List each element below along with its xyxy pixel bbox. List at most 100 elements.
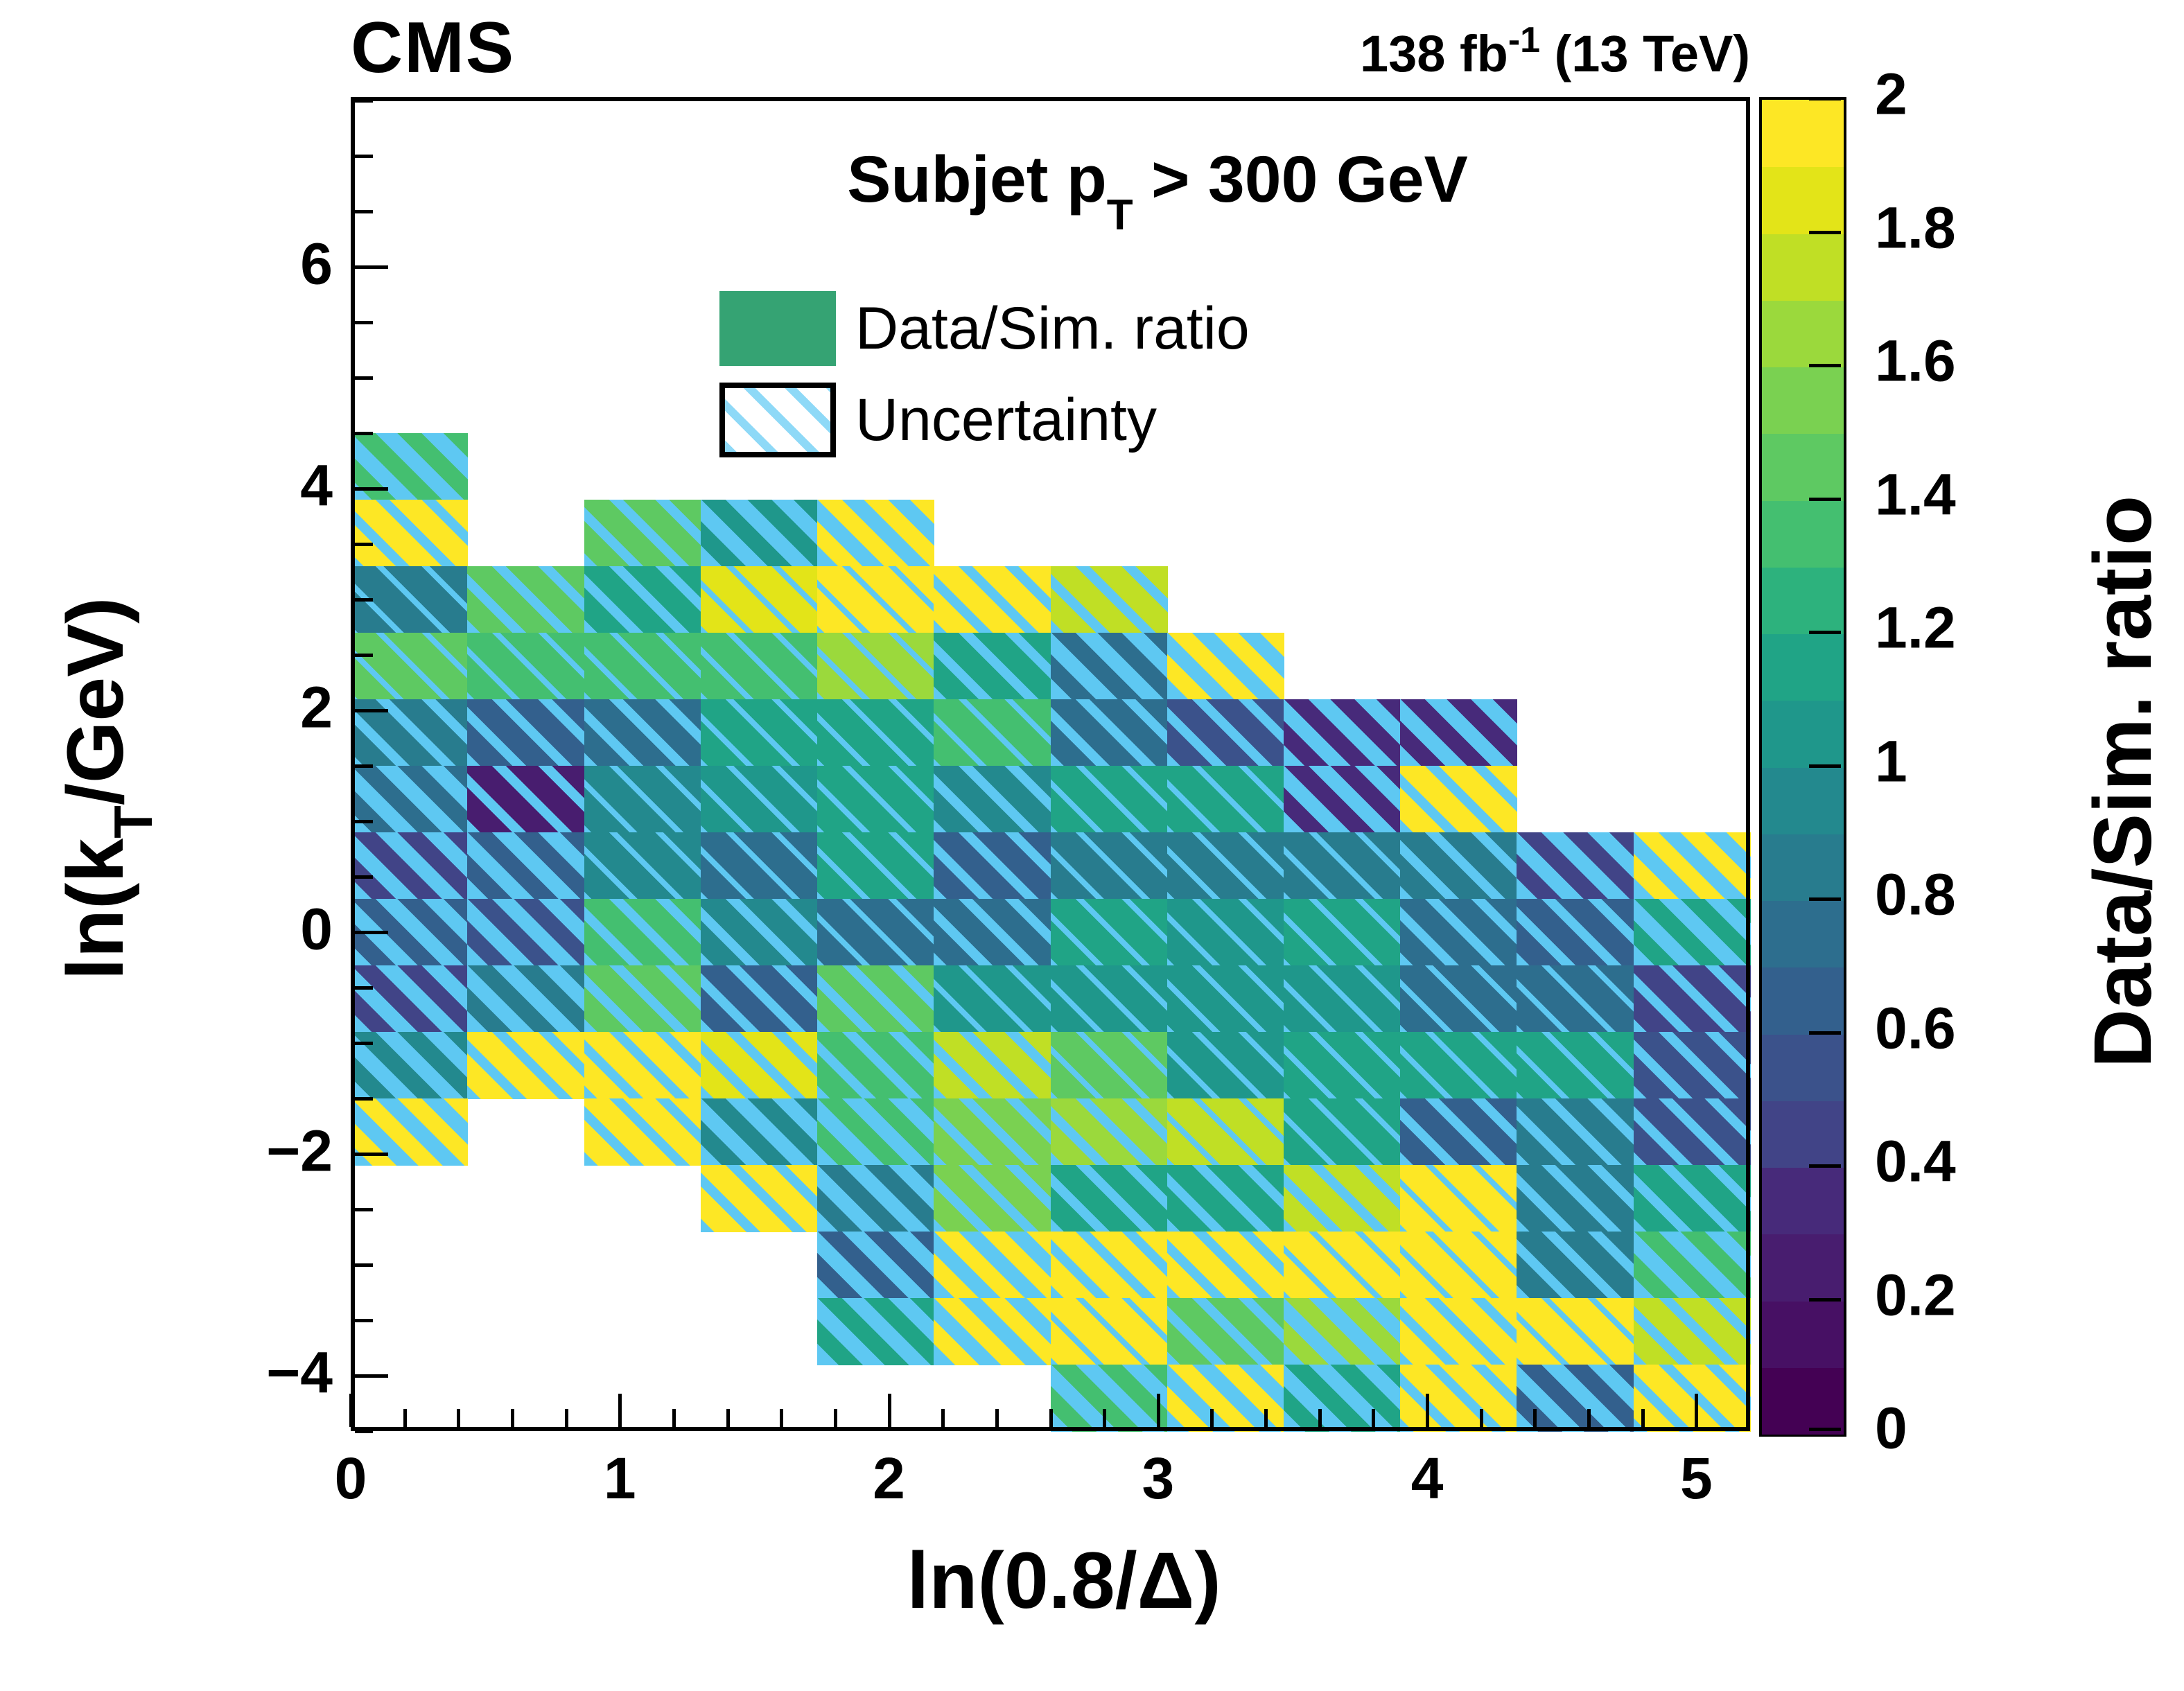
- legend-swatch-uncertainty: [719, 383, 836, 457]
- heatmap-cell: [1050, 1031, 1168, 1099]
- uncertainty-hatch: [467, 1031, 585, 1099]
- heatmap-cell: [1284, 965, 1401, 1033]
- colorbar-tick: [1809, 230, 1841, 234]
- colorbar-band: [1762, 299, 1844, 367]
- uncertainty-hatch: [700, 1031, 818, 1099]
- heatmap-cell: [1284, 1031, 1401, 1099]
- heatmap-cell: [1167, 1098, 1285, 1166]
- uncertainty-hatch: [1633, 1364, 1751, 1432]
- uncertainty-hatch: [816, 632, 935, 700]
- axis-tick: [1695, 1394, 1698, 1427]
- axis-tick: [355, 1319, 373, 1322]
- uncertainty-hatch: [700, 898, 818, 966]
- axis-tick: [1049, 1409, 1053, 1427]
- heatmap-cell: [1284, 898, 1401, 966]
- colorbar-tick: [1809, 364, 1841, 367]
- y-axis-title: ln(kT/GeV): [50, 373, 165, 1204]
- axis-tick: [888, 1394, 891, 1427]
- uncertainty-hatch: [1050, 832, 1168, 900]
- colorbar-tick-label: 2: [1875, 61, 1907, 127]
- heatmap-cell: [1633, 1164, 1751, 1232]
- heatmap-cell: [934, 1031, 1051, 1099]
- uncertainty-hatch: [700, 965, 818, 1033]
- plot-frame: [351, 97, 1750, 1431]
- y-tick-label: 2: [300, 674, 333, 740]
- heatmap-cell: [700, 965, 818, 1033]
- uncertainty-hatch: [934, 898, 1051, 966]
- uncertainty-hatch: [1400, 1297, 1518, 1365]
- heatmap-cell: [1400, 699, 1518, 766]
- cms-logo-label: CMS: [351, 8, 516, 88]
- axis-tick: [726, 1409, 730, 1427]
- heatmap-cell: [1633, 965, 1751, 1033]
- colorbar-band: [1762, 1167, 1844, 1235]
- uncertainty-hatch: [1517, 1164, 1634, 1232]
- heatmap-cell: [816, 1297, 935, 1365]
- uncertainty-hatch: [584, 566, 701, 633]
- heatmap-cell: [1167, 765, 1285, 833]
- heatmap-cell: [1633, 1364, 1751, 1432]
- colorbar-tick: [1809, 1297, 1841, 1302]
- uncertainty-hatch: [816, 1164, 935, 1232]
- heatmap-cell: [1284, 699, 1401, 766]
- heatmap-cell: [1050, 1231, 1168, 1299]
- uncertainty-hatch: [1633, 832, 1751, 900]
- heatmap-cell: [1400, 1098, 1518, 1166]
- uncertainty-hatch: [1167, 1164, 1285, 1232]
- axis-tick: [355, 1263, 373, 1267]
- uncertainty-hatch: [1050, 699, 1168, 766]
- axis-tick: [355, 487, 388, 491]
- uncertainty-hatch: [816, 699, 935, 766]
- heatmap-cell: [467, 898, 585, 966]
- uncertainty-hatch: [934, 1297, 1051, 1365]
- uncertainty-hatch: [816, 1031, 935, 1099]
- axis-tick: [355, 99, 373, 103]
- uncertainty-hatch: [934, 566, 1051, 633]
- uncertainty-hatch: [1050, 965, 1168, 1033]
- heatmap-cell: [467, 765, 585, 833]
- heatmap-cell: [934, 632, 1051, 700]
- uncertainty-hatch: [467, 566, 585, 633]
- heatmap-cell: [1050, 699, 1168, 766]
- heatmap-cell: [1400, 765, 1518, 833]
- axis-tick: [457, 1409, 460, 1427]
- colorbar-tick: [1809, 631, 1841, 634]
- uncertainty-hatch: [467, 965, 585, 1033]
- uncertainty-hatch: [1167, 1098, 1285, 1166]
- heatmap-cell: [700, 632, 818, 700]
- axis-tick: [995, 1409, 999, 1427]
- axis-tick: [355, 820, 373, 823]
- colorbar-tick: [1809, 1428, 1841, 1431]
- colorbar-band: [1762, 566, 1844, 634]
- axis-tick: [1318, 1409, 1322, 1427]
- heatmap-cell: [816, 832, 935, 900]
- x-tick-label: 4: [1410, 1446, 1444, 1511]
- uncertainty-hatch: [1633, 965, 1751, 1033]
- heatmap-cell: [1167, 1231, 1285, 1299]
- colorbar-tick-label: 0: [1875, 1395, 1907, 1461]
- heatmap-cell: [1400, 1164, 1518, 1232]
- uncertainty-hatch: [584, 699, 701, 766]
- heatmap-cell: [1284, 1297, 1401, 1365]
- uncertainty-hatch: [934, 965, 1051, 1033]
- heatmap-cell: [1633, 1098, 1751, 1166]
- axis-tick: [355, 986, 373, 990]
- uncertainty-hatch: [467, 632, 585, 700]
- axis-tick: [355, 265, 388, 269]
- y-tick-label: −2: [266, 1118, 333, 1184]
- axis-tick: [1210, 1409, 1214, 1427]
- uncertainty-hatch: [1284, 699, 1401, 766]
- x-tick-label: 0: [334, 1446, 367, 1511]
- colorbar-tick: [1809, 97, 1841, 100]
- heatmap-cell: [700, 1164, 818, 1232]
- uncertainty-hatch: [351, 965, 469, 1033]
- heatmap-cell: [1050, 965, 1168, 1033]
- uncertainty-hatch: [1050, 1164, 1168, 1232]
- colorbar-band: [1762, 100, 1844, 168]
- heatmap-cell: [1167, 832, 1285, 900]
- heatmap-cell: [816, 566, 935, 633]
- axis-tick: [672, 1409, 676, 1427]
- heatmap-cell: [1633, 1231, 1751, 1299]
- uncertainty-hatch: [584, 1031, 701, 1099]
- axis-tick: [618, 1394, 622, 1427]
